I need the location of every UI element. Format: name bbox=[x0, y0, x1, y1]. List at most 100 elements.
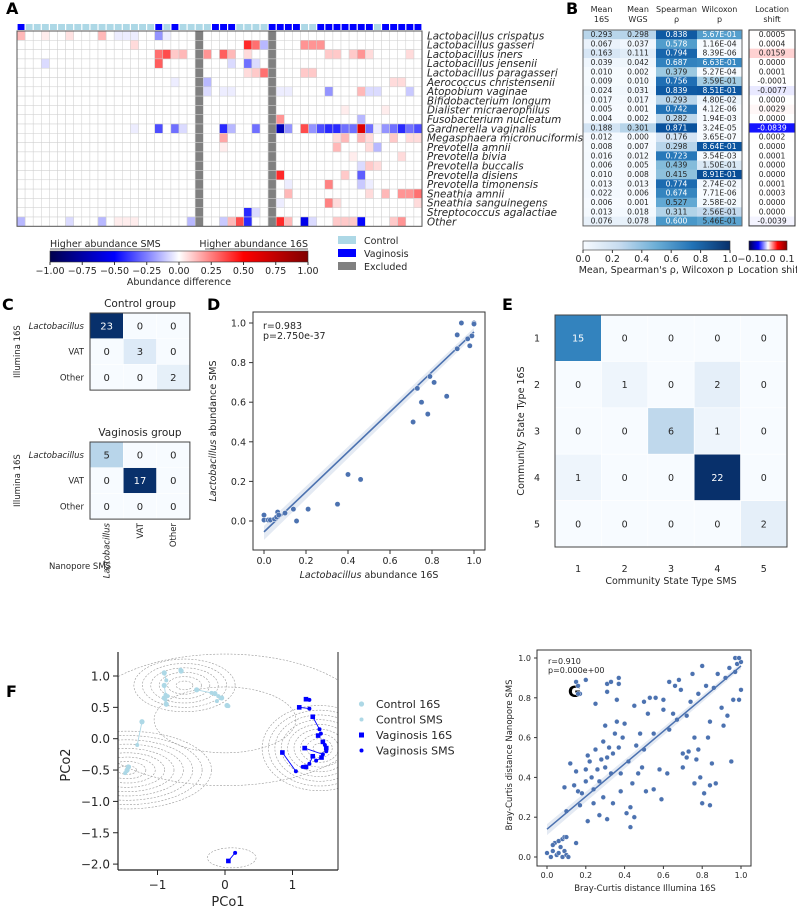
x-tick-label: 0.8 bbox=[696, 871, 709, 880]
heatmap-cell bbox=[203, 95, 212, 106]
heatmap-cell bbox=[65, 133, 74, 143]
heatmap-cell bbox=[259, 188, 269, 199]
heatmap-cell bbox=[373, 207, 382, 218]
heatmap-cell bbox=[373, 95, 382, 106]
heatmap-cell bbox=[49, 105, 58, 115]
table-cell-value: 0.871 bbox=[666, 123, 688, 132]
heatmap-cell bbox=[300, 207, 309, 218]
sample-group-marker bbox=[82, 24, 90, 30]
heatmap-cell bbox=[32, 142, 42, 153]
heatmap-cell bbox=[16, 77, 26, 88]
heatmap-cell bbox=[373, 77, 382, 88]
heatmap-cell bbox=[356, 142, 366, 153]
control-16s-point bbox=[139, 719, 145, 725]
heatmap-cell bbox=[32, 123, 42, 134]
table-cell bbox=[697, 132, 742, 142]
heatmap-cell bbox=[162, 40, 172, 50]
matrix-cell bbox=[123, 364, 157, 391]
heatmap-cell bbox=[211, 67, 220, 78]
data-point bbox=[550, 842, 556, 848]
heatmap-cell bbox=[316, 216, 326, 227]
heatmap-cell bbox=[81, 151, 91, 162]
table-cell bbox=[749, 57, 795, 68]
heatmap-cell bbox=[219, 105, 228, 115]
heatmap-cell bbox=[154, 142, 164, 153]
table-cell-value: 0.0000 bbox=[759, 161, 786, 170]
heatmap-cell bbox=[284, 198, 293, 208]
contour-line bbox=[280, 719, 338, 777]
table-cell bbox=[749, 113, 795, 124]
heatmap-cell bbox=[194, 105, 204, 115]
heatmap-cell bbox=[251, 151, 261, 162]
heatmap-cell bbox=[32, 160, 42, 171]
heatmap-cell-value bbox=[300, 67, 309, 78]
heatmap-cell-value bbox=[324, 198, 334, 208]
heatmap-cell bbox=[243, 179, 253, 190]
data-point bbox=[544, 850, 550, 856]
data-point bbox=[713, 780, 719, 786]
x-tick-label: 0.2 bbox=[298, 556, 313, 567]
heatmap-cell bbox=[235, 188, 245, 199]
heatmap-cell-value bbox=[397, 188, 407, 199]
species-label: Lactobacillus jensenii bbox=[427, 58, 537, 70]
heatmap-cell bbox=[251, 114, 261, 125]
heatmap-cell-value bbox=[186, 216, 196, 227]
contour-line bbox=[175, 680, 194, 691]
data-point bbox=[466, 342, 473, 349]
table-cell bbox=[583, 160, 620, 170]
heatmap-cell bbox=[170, 142, 180, 153]
column-label: Other bbox=[169, 523, 179, 548]
table-cell-value: 0.0002 bbox=[759, 133, 786, 142]
heatmap-cell bbox=[49, 179, 58, 190]
blues-colorbar bbox=[582, 240, 731, 251]
heatmap-cell bbox=[373, 170, 382, 181]
heatmap-cell-value bbox=[259, 67, 269, 78]
legend-label: Vaginosis 16S bbox=[376, 729, 452, 742]
data-point bbox=[660, 707, 667, 713]
heatmap-cell bbox=[170, 40, 180, 50]
heatmap-cell-value bbox=[251, 67, 261, 78]
heatmap-cell-value bbox=[340, 105, 350, 115]
heatmap-cell bbox=[211, 123, 220, 134]
heatmap-cell-value bbox=[340, 170, 350, 181]
heatmap-cell bbox=[178, 30, 188, 41]
table-cell-value: 0.838 bbox=[666, 30, 688, 39]
table-cell bbox=[583, 169, 620, 180]
table-cell bbox=[749, 169, 795, 180]
heatmap-cell bbox=[219, 67, 228, 78]
heatmap-cell bbox=[16, 207, 26, 218]
heatmap-cell bbox=[324, 40, 334, 50]
heatmap-cell bbox=[146, 170, 155, 181]
heatmap-cell bbox=[413, 49, 423, 60]
heatmap-cell bbox=[211, 95, 220, 106]
heatmap-cell-value bbox=[373, 86, 382, 97]
vaginosis-sms-point bbox=[300, 764, 305, 769]
vaginosis-sms-point bbox=[307, 761, 312, 766]
heatmap-cell bbox=[97, 114, 107, 125]
y-tick-label: 0.2 bbox=[231, 477, 246, 488]
sample-group-marker bbox=[171, 24, 179, 30]
data-point bbox=[431, 379, 438, 386]
heatmap-cell bbox=[41, 123, 50, 134]
heatmap-cell bbox=[97, 188, 107, 199]
heatmap-cell bbox=[41, 198, 50, 208]
table-cell bbox=[749, 132, 795, 142]
heatmap-cell bbox=[49, 207, 58, 218]
heatmap-cell bbox=[81, 86, 91, 97]
heatmap-cell-value bbox=[356, 86, 366, 97]
heatmap-cell bbox=[154, 179, 164, 190]
heatmap-cell-value bbox=[243, 67, 253, 78]
heatmap-cell bbox=[113, 105, 123, 115]
heatmap-cell bbox=[389, 207, 398, 218]
heatmap-cell bbox=[81, 67, 91, 78]
heatmap-cell bbox=[389, 151, 398, 162]
heatmap-cell bbox=[397, 86, 407, 97]
heatmap-cell bbox=[57, 151, 66, 162]
heatmap-cell bbox=[373, 105, 382, 115]
legend-label: Control 16S bbox=[376, 698, 440, 711]
heatmap-cell bbox=[300, 77, 309, 88]
heatmap-cell bbox=[300, 49, 309, 60]
table-cell-value: 0.016 bbox=[591, 151, 613, 160]
heatmap-cell bbox=[405, 151, 415, 162]
heatmap-cell bbox=[413, 179, 423, 190]
